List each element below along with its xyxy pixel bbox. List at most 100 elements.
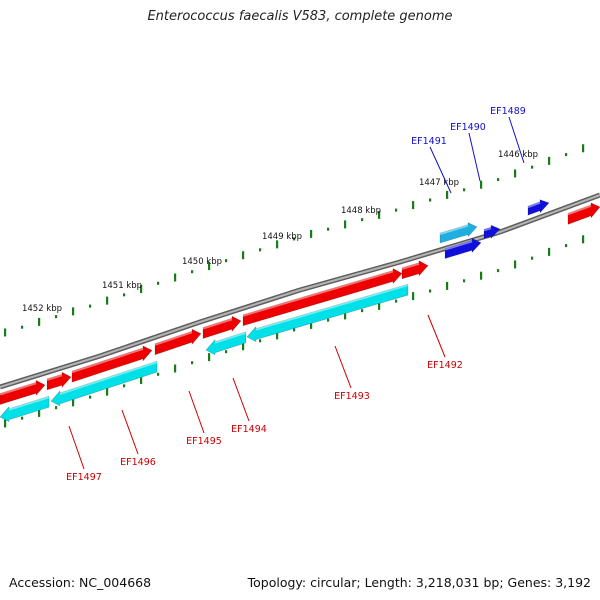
gene-leader-line: [188, 390, 205, 434]
other-strand-gene-ef1491[interactable]: [439, 222, 478, 244]
tick-mark: [140, 285, 143, 294]
gene-leader-line: [68, 425, 85, 470]
tick-mark: [55, 315, 58, 319]
tick-mark: [123, 384, 126, 388]
tick-mark: [174, 364, 177, 373]
forward-cds-arrow[interactable]: [154, 328, 202, 356]
cyan-cds-arrow[interactable]: [0, 395, 50, 423]
other-strand-gene-ef1491b[interactable]: [444, 237, 482, 259]
gene-body[interactable]: [401, 260, 429, 280]
gene-body[interactable]: [0, 395, 50, 423]
tick-mark: [463, 279, 466, 283]
gene-body[interactable]: [205, 331, 247, 356]
tick-label: 1446 kbp: [498, 150, 538, 160]
gene-label[interactable]: EF1496: [120, 457, 156, 468]
gene-body[interactable]: [154, 328, 202, 356]
forward-cds-arrow[interactable]: [46, 371, 72, 391]
forward-cds-arrow[interactable]: [401, 260, 429, 280]
tick-mark: [361, 218, 364, 222]
gene-body[interactable]: [50, 360, 158, 407]
tick-mark: [225, 259, 228, 263]
tick-mark: [191, 270, 194, 274]
tick-mark: [344, 311, 347, 320]
gene-highlight: [483, 227, 492, 232]
gene-body[interactable]: [46, 371, 72, 391]
tick-mark: [106, 387, 109, 396]
tick-label: 1449 kbp: [262, 232, 302, 242]
gene-body[interactable]: [246, 283, 409, 343]
topology-text: Topology: circular; Length: 3,218,031 bp…: [247, 575, 591, 590]
tick-mark: [38, 317, 41, 326]
forward-cds-arrow[interactable]: [567, 202, 600, 225]
tick-mark: [395, 299, 398, 303]
tick-mark: [55, 406, 58, 410]
gene-highlight: [8, 396, 50, 411]
gene-label[interactable]: EF1489: [490, 106, 526, 117]
tick-mark: [225, 350, 228, 354]
cyan-cds-arrow[interactable]: [246, 283, 409, 343]
tick-mark: [140, 376, 143, 385]
tick-label: 1451 kbp: [102, 281, 142, 291]
gene-label[interactable]: EF1494: [231, 424, 267, 435]
tick-mark: [276, 331, 279, 340]
tick-mark: [429, 289, 432, 293]
tick-row-upper: [4, 144, 585, 337]
gene-body[interactable]: [242, 267, 403, 327]
gene-label[interactable]: EF1492: [427, 360, 463, 371]
tick-mark: [412, 201, 415, 210]
tick-mark: [497, 269, 500, 273]
tick-mark: [157, 372, 160, 376]
tick-mark: [480, 271, 483, 280]
tick-label: 1452 kbp: [22, 304, 62, 314]
tick-mark: [514, 260, 517, 269]
tick-mark: [21, 325, 24, 329]
gene-body[interactable]: [71, 345, 153, 383]
gene-leader-line: [427, 314, 446, 358]
gene-highlight: [59, 361, 158, 395]
gene-leader-line: [429, 146, 452, 194]
tick-mark: [89, 395, 92, 399]
tick-mark: [242, 342, 245, 351]
genome-backbone-highlight: [0, 194, 600, 388]
forward-cds-arrow[interactable]: [71, 345, 153, 383]
gene-label[interactable]: EF1493: [334, 391, 370, 402]
tick-mark: [395, 208, 398, 212]
forward-cds-arrow[interactable]: [242, 267, 403, 327]
tick-mark: [293, 328, 296, 332]
tick-label: 1447 kbp: [419, 178, 459, 188]
gene-label[interactable]: EF1495: [186, 436, 222, 447]
gene-highlight: [0, 382, 37, 396]
gene-label[interactable]: EF1491: [411, 136, 447, 147]
gene-leader-line: [334, 345, 352, 389]
gene-leader-line: [232, 377, 250, 422]
tick-mark: [191, 361, 194, 365]
gene-label[interactable]: EF1490: [450, 122, 486, 133]
other-strand-gene-ef1490[interactable]: [483, 224, 501, 239]
tick-mark: [514, 169, 517, 178]
tick-mark: [446, 190, 449, 199]
tick-mark: [72, 398, 75, 407]
gene-label[interactable]: EF1497: [66, 472, 102, 483]
tick-mark: [89, 304, 92, 308]
tick-mark: [582, 235, 585, 244]
tick-mark: [208, 353, 211, 362]
gene-body[interactable]: [202, 315, 242, 339]
cyan-cds-arrow[interactable]: [50, 360, 158, 407]
gene-highlight: [154, 331, 193, 346]
gene-body[interactable]: [527, 199, 550, 216]
forward-cds-arrow[interactable]: [202, 315, 242, 339]
tick-mark: [531, 256, 534, 260]
gene-body[interactable]: [0, 379, 46, 405]
tick-mark: [21, 416, 24, 420]
gene-body[interactable]: [444, 237, 482, 259]
tick-mark: [412, 292, 415, 301]
gene-highlight: [527, 201, 541, 209]
tick-mark: [378, 301, 381, 310]
gene-body[interactable]: [483, 224, 501, 239]
forward-cds-arrow[interactable]: [0, 379, 46, 405]
other-strand-gene-ef1489[interactable]: [527, 199, 550, 216]
gene-body[interactable]: [439, 222, 478, 244]
cyan-cds-arrow[interactable]: [205, 331, 247, 356]
gene-body[interactable]: [567, 202, 600, 225]
